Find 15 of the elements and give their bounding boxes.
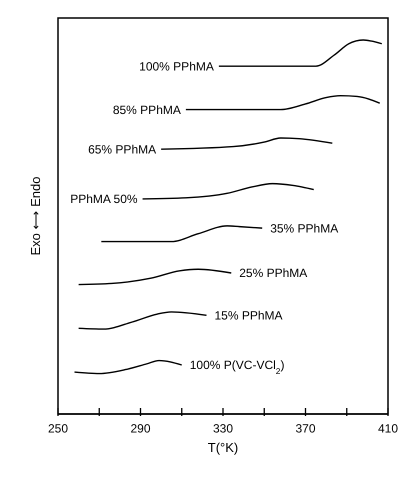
series-label: 100% PPhMA — [139, 59, 214, 74]
series-label: 85% PPhMA — [112, 102, 181, 117]
x-tick-label: 290 — [130, 422, 151, 436]
series-label: 65% PPhMA — [88, 142, 156, 156]
x-axis-title: T(°K) — [208, 440, 238, 455]
y-axis-title: Exo ⟷ Endo — [28, 176, 43, 256]
series-label: PPhMA 50% — [70, 192, 138, 206]
series-label: 25% PPhMA — [239, 266, 308, 280]
x-tick-label: 250 — [48, 422, 68, 436]
series-label: 15% PPhMA — [214, 308, 283, 322]
x-tick-label: 410 — [378, 422, 398, 436]
x-tick-label: 330 — [212, 422, 234, 436]
series-label: 35% PPhMA — [270, 221, 338, 236]
series-label: 100% P(VC-VCl$_{2}$) — [190, 358, 284, 376]
x-tick-label: 370 — [295, 422, 316, 436]
